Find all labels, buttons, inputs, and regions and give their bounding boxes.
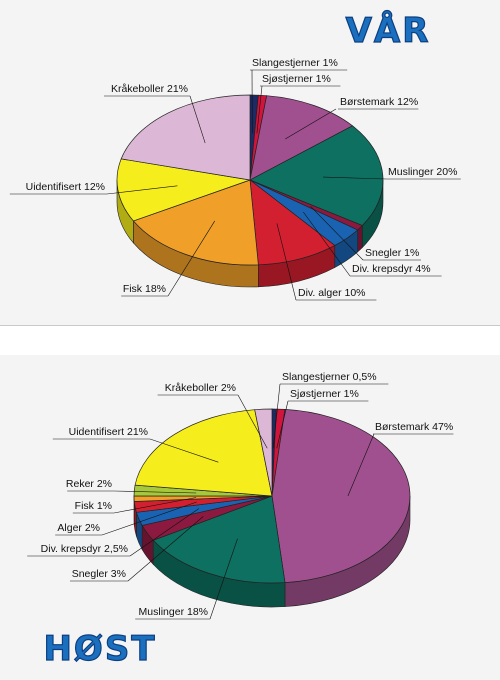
spring-slice-kråkeboller-21	[120, 94, 251, 181]
autumn-label-børstemark-47: Børstemark 47%	[375, 421, 453, 433]
autumn-slice-uidentifisert-21	[134, 409, 273, 497]
autumn-labels: Slangestjerner 0,5% Sjøstjerner 1% Børstem…	[27, 371, 454, 620]
autumn-label-fisk-1: Fisk 1%	[75, 500, 112, 512]
spring-label-fisk-18: Fisk 18%	[123, 283, 166, 295]
spring-label-snegler-1: Snegler 1%	[365, 247, 419, 259]
spring-pie-top	[116, 94, 384, 266]
spring-slice-uidentifisert-12	[116, 158, 251, 222]
autumn-label-snegler-3: Snegler 3%	[72, 568, 126, 580]
autumn-slice-kråkeboller-2	[254, 408, 273, 497]
autumn-leader-line	[149, 438, 219, 463]
autumn-leader-line	[113, 490, 197, 494]
spring-leader-line	[310, 206, 364, 261]
autumn-label-slangestjerner-0-5: Slangestjerner 0,5%	[282, 371, 377, 383]
autumn-label-div-krepsdyr-2-5: Div. krepsdyr 2,5%	[41, 543, 128, 555]
autumn-label-muslinger-18: Muslinger 18%	[139, 606, 208, 618]
spring-leader-line	[303, 211, 351, 277]
autumn-slice-muslinger-18	[152, 495, 286, 584]
autumn-chart-panel: Slangestjerner 0,5% Sjøstjerner 1% Børstem…	[0, 355, 500, 680]
panel-divider	[0, 325, 500, 355]
autumn-pie-chart: Slangestjerner 0,5% Sjøstjerner 1% Børstem…	[27, 371, 454, 670]
autumn-leader-line	[272, 383, 281, 449]
spring-labels: Slangestjerner 1% Sjøstjerner 1% Børstemar…	[9, 57, 461, 301]
autumn-label-uidentifisert-21: Uidentifisert 21%	[69, 426, 148, 438]
autumn-leader-line	[113, 497, 197, 514]
autumn-leader-line	[127, 516, 204, 582]
spring-pie-chart: Slangestjerner 1% Sjøstjerner 1% Børstemar…	[9, 9, 461, 301]
autumn-label-alger-2: Alger 2%	[57, 522, 100, 534]
autumn-leader-line	[347, 433, 375, 497]
autumn-leader-line	[101, 501, 197, 536]
spring-label-sjøstjerner-1: Sjøstjerner 1%	[262, 73, 331, 85]
spring-label-kråkeboller-21: Kråkeboller 21%	[111, 83, 188, 95]
spring-pie-sides	[116, 179, 384, 288]
spring-slice-muslinger-20	[249, 125, 384, 226]
autumn-leader-line	[209, 538, 238, 620]
spring-slice-div-alger-10	[249, 179, 336, 266]
autumn-leader-line	[129, 508, 199, 557]
autumn-label-sjøstjerner-1: Sjøstjerner 1%	[290, 388, 359, 400]
autumn-leader-line	[237, 394, 268, 449]
spring-leader-line	[167, 220, 216, 297]
spring-slice-børstemark-12	[249, 95, 354, 181]
autumn-title: HØST	[43, 629, 156, 669]
autumn-pie-top	[133, 408, 411, 584]
spring-label-div-alger-10: Div. alger 10%	[298, 287, 366, 299]
spring-label-uidentifisert-12: Uidentifisert 12%	[26, 181, 105, 193]
autumn-slice-børstemark-47	[271, 409, 411, 583]
spring-leader-line	[322, 176, 387, 180]
spring-chart-panel: Slangestjerner 1% Sjøstjerner 1% Børstemar…	[0, 0, 500, 325]
spring-label-børstemark-12: Børstemark 12%	[340, 96, 418, 108]
spring-leader-line	[276, 223, 297, 301]
spring-leader-line	[189, 95, 206, 144]
autumn-label-kråkeboller-2: Kråkeboller 2%	[165, 382, 236, 394]
spring-title: VÅR	[346, 10, 431, 51]
spring-leader-line	[106, 185, 178, 195]
spring-leader-line	[285, 108, 337, 140]
autumn-label-reker-2: Reker 2%	[66, 478, 112, 490]
spring-label-slangestjerner-1: Slangestjerner 1%	[252, 57, 338, 69]
spring-label-div-krepsdyr-4: Div. krepsdyr 4%	[352, 263, 431, 275]
autumn-leader-line	[276, 400, 289, 449]
spring-label-muslinger-20: Muslinger 20%	[388, 166, 457, 178]
spring-slice-fisk-18	[132, 179, 259, 266]
spring-leader-line	[256, 85, 263, 134]
